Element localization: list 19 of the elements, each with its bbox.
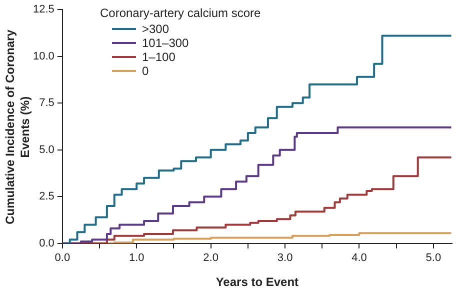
x-tick-label: 4.0 <box>352 252 367 264</box>
y-axis-title: Cumulative Incidence of Coronary Events (%) <box>3 30 32 224</box>
y-tick-label: 12.5 <box>32 4 54 16</box>
legend-label: 1–100 <box>142 50 176 64</box>
y-tick-label: 0.0 <box>39 237 54 250</box>
x-tick-label: 1.0 <box>128 252 144 264</box>
legend-label: 101–300 <box>142 36 189 50</box>
y-tick-label: 7.5 <box>39 97 54 110</box>
legend-title: Coronary-artery calcium score <box>100 6 261 20</box>
x-tick-label: 0.0 <box>54 252 70 264</box>
x-tick-label: 2.0 <box>203 252 218 264</box>
legend-label: >300 <box>142 22 170 36</box>
x-tick-label: 5.0 <box>426 252 442 264</box>
y-tick-label: 5.0 <box>39 144 54 156</box>
x-axis-title: Years to Event <box>216 275 299 290</box>
x-tick-label: 3.0 <box>277 252 293 264</box>
y-tick-label: 10.0 <box>32 50 54 62</box>
legend-label: 0 <box>142 64 149 78</box>
y-tick-label: 2.5 <box>39 190 54 203</box>
